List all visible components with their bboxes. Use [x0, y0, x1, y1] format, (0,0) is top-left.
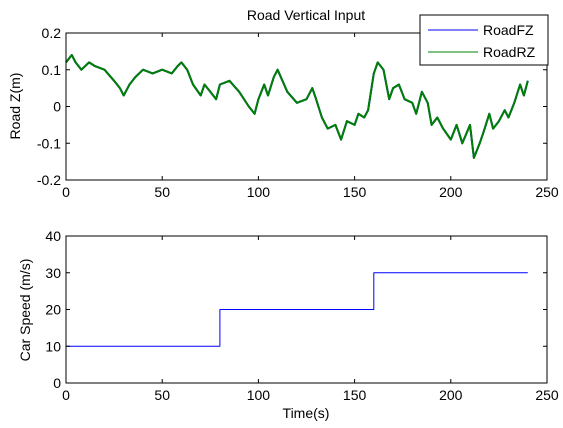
speed-x-tick-label: 200 [439, 387, 463, 403]
time-x-axis-label: Time(s) [283, 405, 330, 421]
speed-x-tick-label: 50 [154, 387, 170, 403]
road-chart-title: Road Vertical Input [247, 7, 365, 23]
road-y-tick-label: 0 [53, 99, 61, 115]
speed-y-tick-label: 40 [45, 228, 61, 244]
speed-plot-frame [65, 235, 548, 384]
road-y-tick-label: -0.2 [37, 172, 61, 188]
legend-label-roadrz: RoadRZ [483, 44, 536, 60]
roadrz-series-line [65, 54, 529, 159]
car-speed-axes: Car Speed (m/s) Time(s) 0 50 100 150 200 2500… [17, 228, 559, 421]
road-x-tick-label: 250 [535, 184, 559, 200]
speed-y-axis-label: Car Speed (m/s) [17, 259, 33, 362]
speed-y-tick-label: 0 [53, 375, 61, 391]
speed-ticks-group: 0 50 100 150 200 250 0 10 20 30 40 [45, 228, 558, 403]
speed-y-tick-label: 10 [45, 338, 61, 354]
speed-x-tick-label: 0 [62, 387, 70, 403]
road-y-tick-label: 0.1 [42, 62, 62, 78]
road-y-axis-label: Road Z(m) [7, 73, 23, 140]
speed-x-tick-label: 250 [535, 387, 559, 403]
speed-x-tick-label: 150 [343, 387, 367, 403]
speed-y-tick-label: 30 [45, 265, 61, 281]
road-plot-frame [65, 32, 548, 181]
road-x-tick-label: 50 [154, 184, 170, 200]
speed-series-line [66, 272, 528, 347]
road-y-tick-label: -0.1 [37, 135, 61, 151]
road-x-tick-label: 100 [247, 184, 271, 200]
road-legend: RoadFZ RoadRZ [419, 14, 549, 66]
road-input-axes: Road Vertical Input Road Z(m) 0 50 100 150 2… [7, 7, 559, 200]
road-x-tick-label: 150 [343, 184, 367, 200]
road-series-group [65, 54, 529, 159]
speed-y-tick-label: 20 [45, 302, 61, 318]
road-y-tick-label: 0.2 [42, 25, 62, 41]
legend-label-roadfz: RoadFZ [483, 22, 534, 38]
road-x-tick-label: 200 [439, 184, 463, 200]
speed-series-group [66, 272, 528, 347]
road-x-tick-label: 0 [62, 184, 70, 200]
speed-x-tick-label: 100 [247, 387, 271, 403]
legend-box [419, 14, 549, 66]
